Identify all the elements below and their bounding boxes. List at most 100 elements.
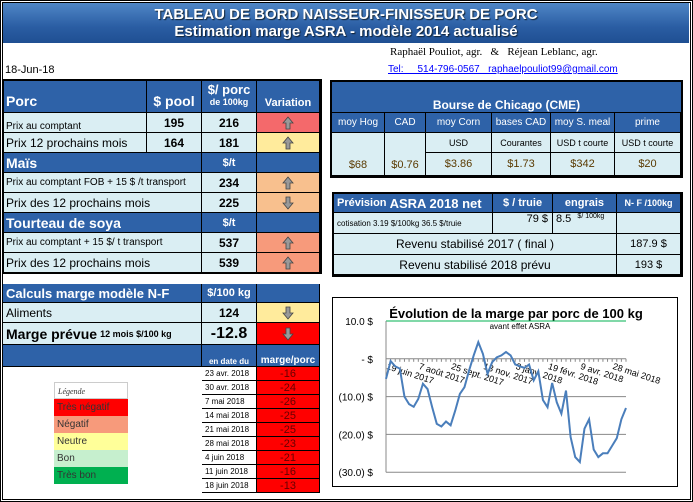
engrais-cell: 8.5 $/ 100kg xyxy=(553,213,617,234)
truie-value: 79 $ xyxy=(493,213,553,234)
legend-item: Bon xyxy=(54,450,128,467)
col-engrais: engrais xyxy=(553,194,617,213)
row-label: Prix au comptant FOB + 15 $ /t transport xyxy=(3,173,202,193)
margin-chart: Évolution de la marge par porc de 100 kg… xyxy=(332,297,678,487)
history-date: 11 juin 2018 xyxy=(202,465,257,479)
arrow-up-icon xyxy=(282,255,294,269)
chicago-value: $342 xyxy=(551,153,615,176)
history-value: -23 xyxy=(257,437,320,451)
chicago-value: $0.76 xyxy=(385,133,426,176)
soya-header-blank xyxy=(257,213,320,233)
col-truie: $ / truie xyxy=(493,194,553,213)
pool-value: 164 xyxy=(147,133,202,153)
history-value: -25 xyxy=(257,409,320,423)
arrow-up-icon xyxy=(282,115,294,129)
legend-item: Neutre xyxy=(54,433,128,450)
soya-unit: $/t xyxy=(202,213,257,233)
chicago-col-header: moy Corn xyxy=(426,113,492,133)
engrais-unit: $/ 100kg xyxy=(577,213,605,220)
history-date: 28 mai 2018 xyxy=(202,437,257,451)
variation-indicator xyxy=(257,113,320,133)
col-porc-sub: de 100kg xyxy=(209,97,249,107)
cotisation: cotisation 3.19 $/100kg 36.5 $/truie xyxy=(334,213,493,234)
contact-link[interactable]: Tel: 514-796-0567 raphaelpouliot99@gmail… xyxy=(388,64,618,75)
chart-svg: Évolution de la marge par porc de 100 kg… xyxy=(339,306,662,479)
y-tick-label: - $ xyxy=(361,355,373,366)
chart-subtitle: avant effet ASRA xyxy=(490,322,551,331)
price-value: 539 xyxy=(202,253,257,273)
arrow-down-icon xyxy=(282,306,294,320)
row-label: Prix des 12 prochains mois xyxy=(3,193,202,213)
history-date: 4 juin 2018 xyxy=(202,451,257,465)
aliments-indicator xyxy=(257,303,320,323)
price-value: 537 xyxy=(202,233,257,253)
porc-value: 181 xyxy=(202,133,257,153)
history-value: -13 xyxy=(257,479,320,493)
history-date-header: en date du xyxy=(202,345,257,367)
history-date: 23 avr. 2018 xyxy=(202,367,257,381)
price-value: 234 xyxy=(202,173,257,193)
marge-value: -12.8 xyxy=(202,323,257,345)
calc-header: Calculs marge modèle N-F xyxy=(3,284,202,303)
rev2018-label: Revenu stabilisé 2018 prévu xyxy=(334,255,617,275)
asra-box xyxy=(332,192,683,277)
arrow-up-icon xyxy=(282,175,294,189)
variation-indicator xyxy=(257,133,320,153)
row-label: Prix des 12 prochains mois xyxy=(3,253,202,273)
col-variation: Variation xyxy=(257,80,320,113)
chicago-title: Bourse de Chicago (CME) xyxy=(332,82,681,113)
chicago-col-header: moy S. meal xyxy=(551,113,615,133)
engrais-value: 8.5 xyxy=(556,213,572,225)
aliments-value: 124 xyxy=(202,303,257,323)
legend-item: Très négatif xyxy=(54,399,128,416)
row-label: Prix au comptant + 15 $/ t transport xyxy=(3,233,202,253)
variation-indicator xyxy=(257,233,320,253)
chicago-value: $68 xyxy=(332,133,385,176)
marge-indicator xyxy=(257,323,320,345)
chicago-unit: Courantes xyxy=(492,133,551,153)
y-tick-label: (10.0) $ xyxy=(339,393,374,404)
row-label: Prix au comptant xyxy=(3,113,147,133)
col-porc-label: $/ porc xyxy=(207,82,251,97)
y-tick-label: (20.0) $ xyxy=(339,430,374,441)
report-date: 18-Jun-18 xyxy=(5,64,55,76)
marge-label-cell: Marge prévue 12 mois $/100 kg xyxy=(3,323,202,345)
chicago-unit: USD xyxy=(426,133,492,153)
legend-title: Légende xyxy=(54,382,128,399)
arrow-up-icon xyxy=(282,135,294,149)
y-tick-label: (30.0) $ xyxy=(339,468,374,479)
authors: Raphaël Pouliot, agr. & Réjean Leblanc, … xyxy=(390,46,598,58)
legend-item: Très bon xyxy=(54,467,128,484)
col-nf: N- F /100kg xyxy=(617,194,681,213)
nf-blank xyxy=(617,213,681,234)
mais-header: Maïs xyxy=(3,153,202,173)
pool-value: 195 xyxy=(147,113,202,133)
porc-value: 216 xyxy=(202,113,257,133)
porc-header: Porc xyxy=(3,80,147,113)
history-value: -16 xyxy=(257,367,320,381)
mais-header-blank xyxy=(257,153,320,173)
arrow-down-icon xyxy=(282,196,294,210)
chicago-col-header: prime xyxy=(615,113,681,133)
soya-header: Tourteau de soya xyxy=(3,213,202,233)
price-value: 225 xyxy=(202,193,257,213)
history-date: 21 mai 2018 xyxy=(202,423,257,437)
variation-indicator xyxy=(257,173,320,193)
mais-unit: $/t xyxy=(202,153,257,173)
history-value: -24 xyxy=(257,381,320,395)
col-porc: $/ porc de 100kg xyxy=(202,80,257,113)
rev2018-value: 193 $ xyxy=(617,255,681,275)
row-label: Prix 12 prochains mois xyxy=(3,133,147,153)
history-date: 30 avr. 2018 xyxy=(202,381,257,395)
history-header-blank xyxy=(3,345,202,367)
asra-title: Prévision ASRA 2018 net xyxy=(334,194,493,213)
history-date: 7 mai 2018 xyxy=(202,395,257,409)
margin-series-line xyxy=(385,339,627,465)
asra-title-big: ASRA 2018 net xyxy=(389,195,482,211)
history-value: -25 xyxy=(257,423,320,437)
page-title: TABLEAU DE BORD NAISSEUR-FINISSEUR DE PO… xyxy=(154,6,538,23)
chicago-value: $1.73 xyxy=(492,153,551,176)
chicago-value: $3.86 xyxy=(426,153,492,176)
aliments-label: Aliments xyxy=(3,303,202,323)
